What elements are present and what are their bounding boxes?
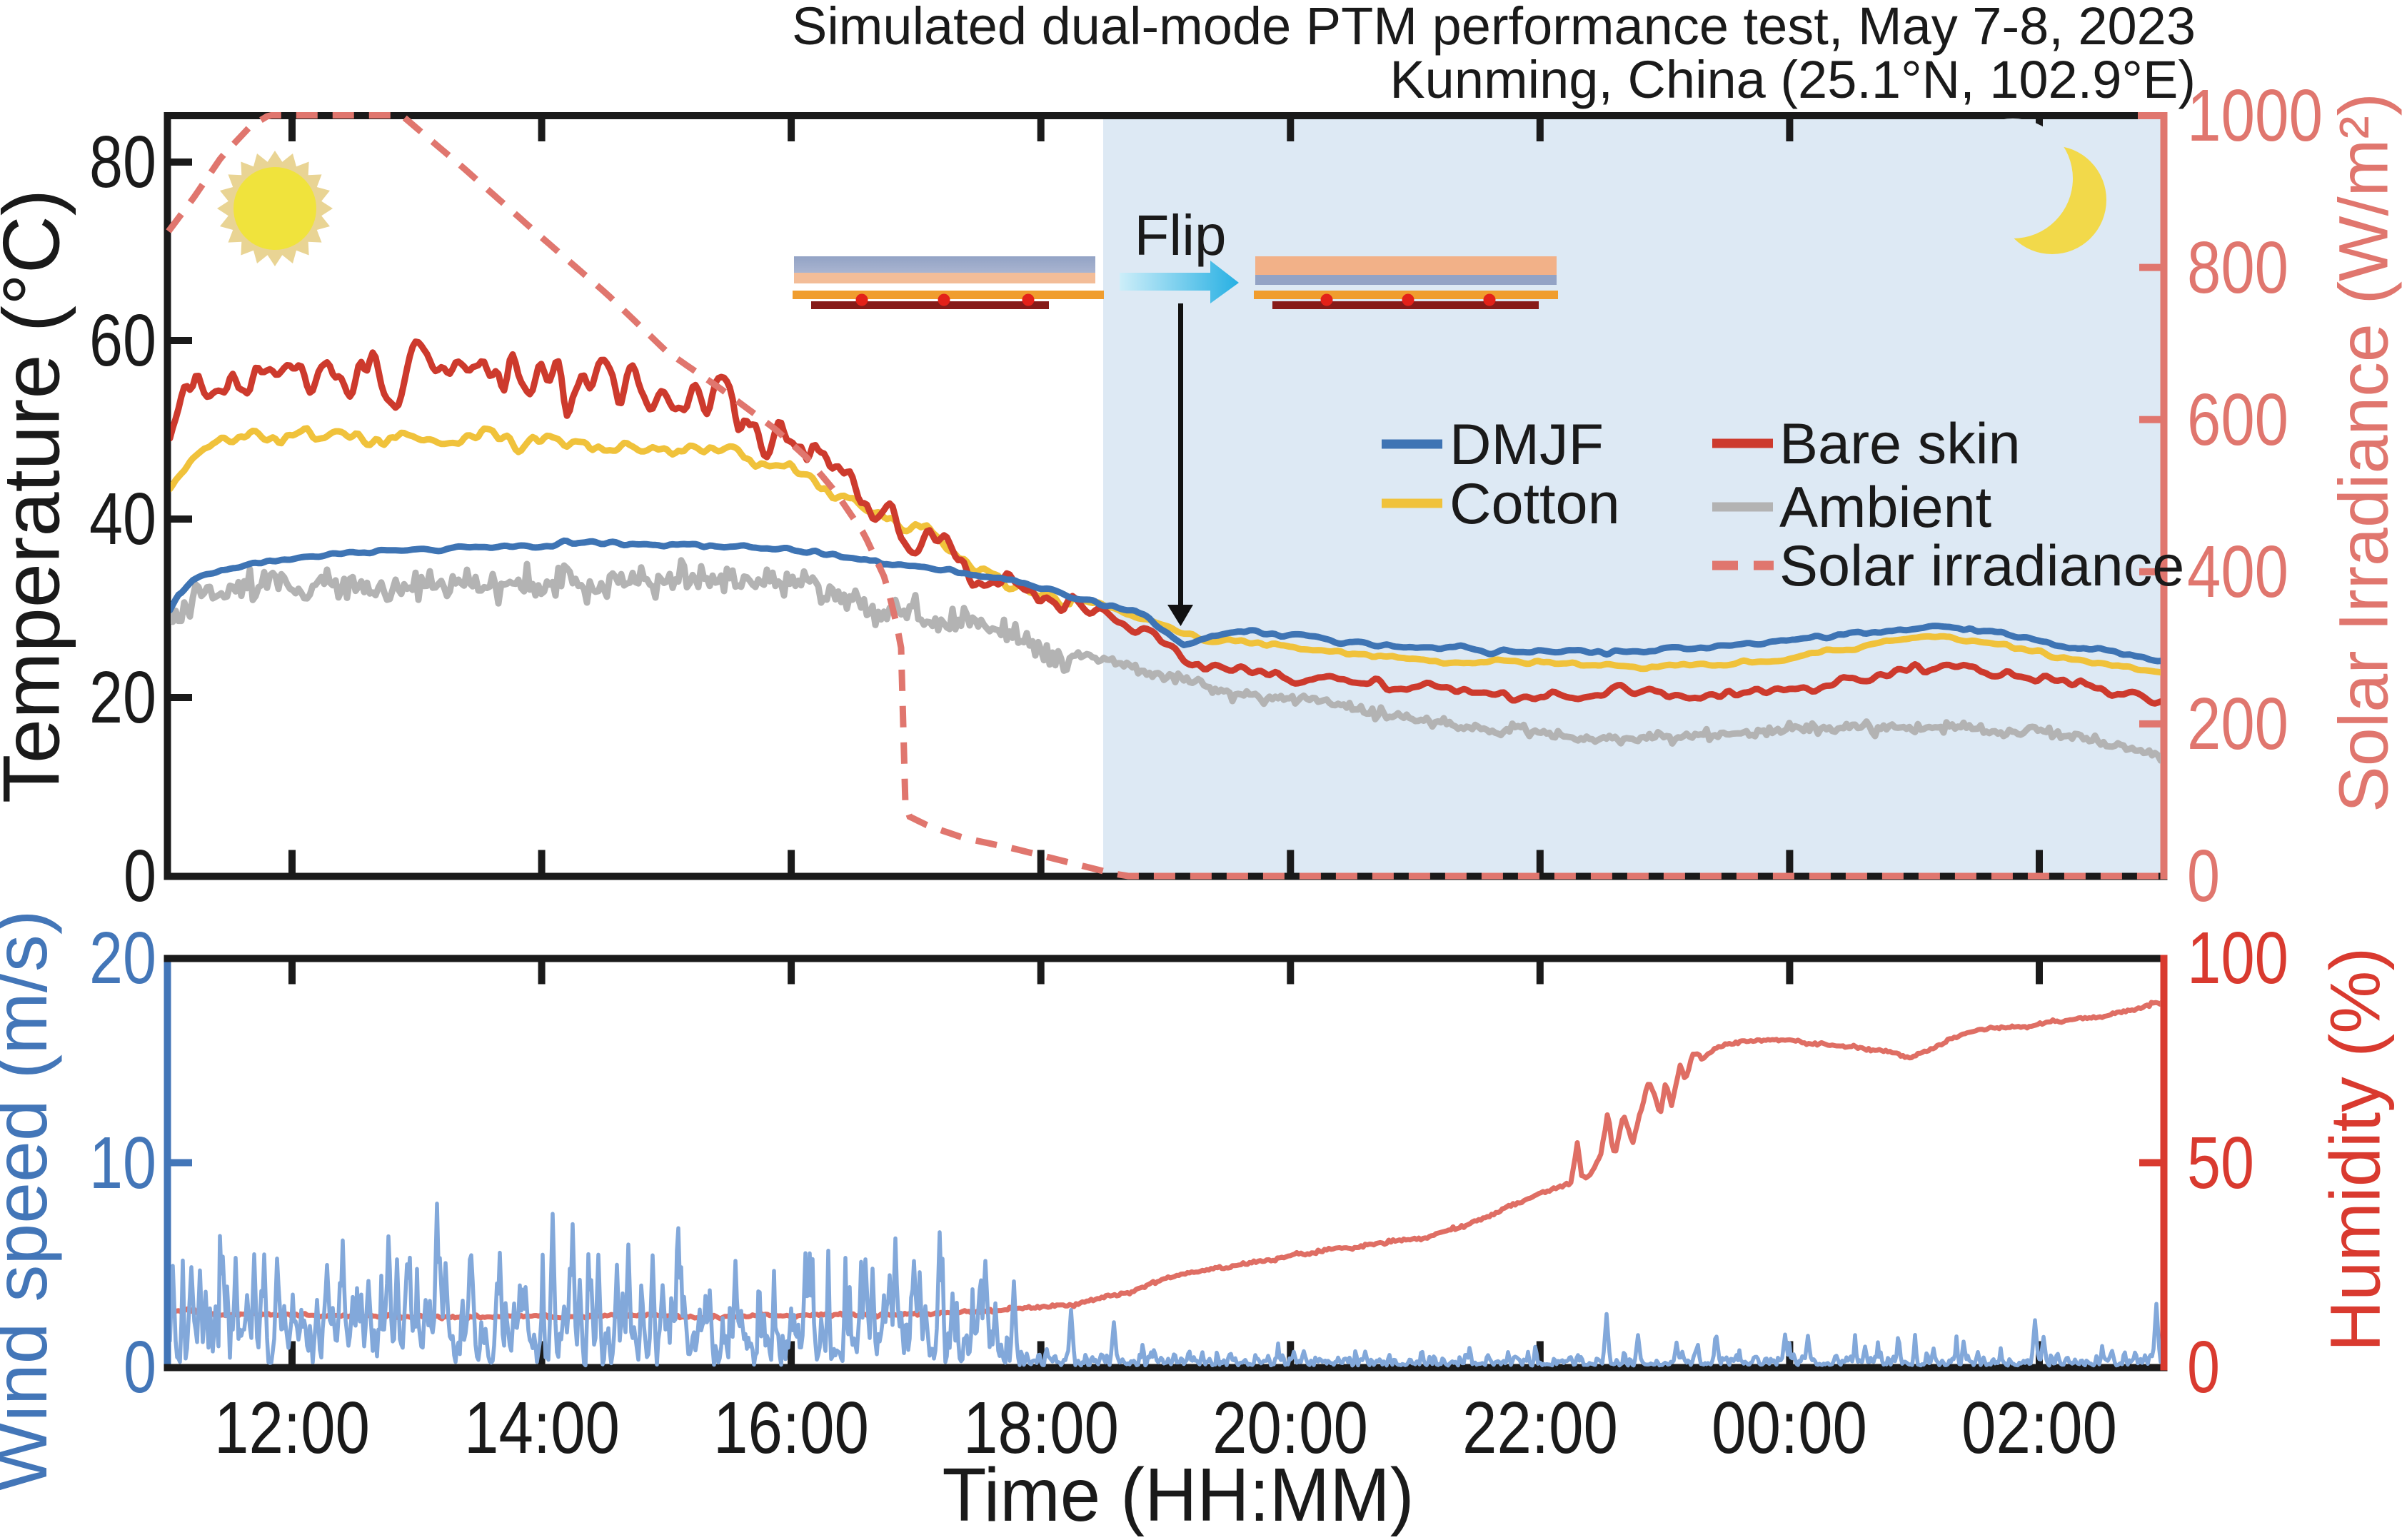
svg-text:60: 60 (89, 299, 156, 381)
svg-text:1000: 1000 (2187, 74, 2323, 156)
svg-text:20:00: 20:00 (1212, 1386, 1368, 1469)
svg-text:Simulated dual-mode PTM perfor: Simulated dual-mode PTM performance test… (792, 0, 2196, 56)
svg-text:00:00: 00:00 (1712, 1386, 1867, 1469)
svg-text:0: 0 (2187, 835, 2220, 917)
svg-text:Flip: Flip (1135, 203, 1227, 267)
svg-text:0: 0 (124, 835, 156, 917)
svg-text:0: 0 (2187, 1326, 2220, 1408)
svg-text:800: 800 (2187, 226, 2288, 308)
svg-text:20: 20 (89, 917, 156, 999)
svg-text:Solar irradiance: Solar irradiance (1779, 534, 2184, 598)
svg-text:100: 100 (2187, 917, 2288, 999)
svg-text:400: 400 (2187, 530, 2288, 613)
svg-text:200: 200 (2187, 683, 2288, 765)
svg-text:Time (HH:MM): Time (HH:MM) (943, 1453, 1414, 1537)
svg-text:20: 20 (89, 656, 156, 738)
svg-text:Humidity (%): Humidity (%) (2316, 947, 2395, 1352)
svg-text:18:00: 18:00 (963, 1386, 1119, 1469)
svg-text:DMJF: DMJF (1449, 413, 1604, 477)
svg-text:12:00: 12:00 (214, 1386, 370, 1469)
svg-text:16:00: 16:00 (713, 1386, 869, 1469)
svg-text:0: 0 (124, 1326, 156, 1408)
svg-text:Wind speed (m/s): Wind speed (m/s) (0, 910, 63, 1492)
svg-text:22:00: 22:00 (1462, 1386, 1618, 1469)
svg-text:Cotton: Cotton (1449, 472, 1620, 536)
svg-text:Temperature (°C): Temperature (°C) (0, 189, 76, 803)
svg-text:Bare skin: Bare skin (1779, 412, 2021, 476)
svg-text:50: 50 (2187, 1122, 2254, 1204)
svg-text:Kunming, China (25.1°N, 102.9°: Kunming, China (25.1°N, 102.9°E) (1390, 50, 2196, 109)
svg-text:40: 40 (89, 478, 156, 560)
svg-text:14:00: 14:00 (464, 1386, 620, 1469)
svg-text:02:00: 02:00 (1961, 1386, 2117, 1469)
svg-text:10: 10 (89, 1122, 156, 1204)
svg-text:600: 600 (2187, 378, 2288, 461)
svg-text:Solar Irradiance (W/m²): Solar Irradiance (W/m²) (2325, 93, 2403, 812)
svg-text:Ambient: Ambient (1779, 475, 1991, 540)
svg-text:80: 80 (89, 121, 156, 203)
